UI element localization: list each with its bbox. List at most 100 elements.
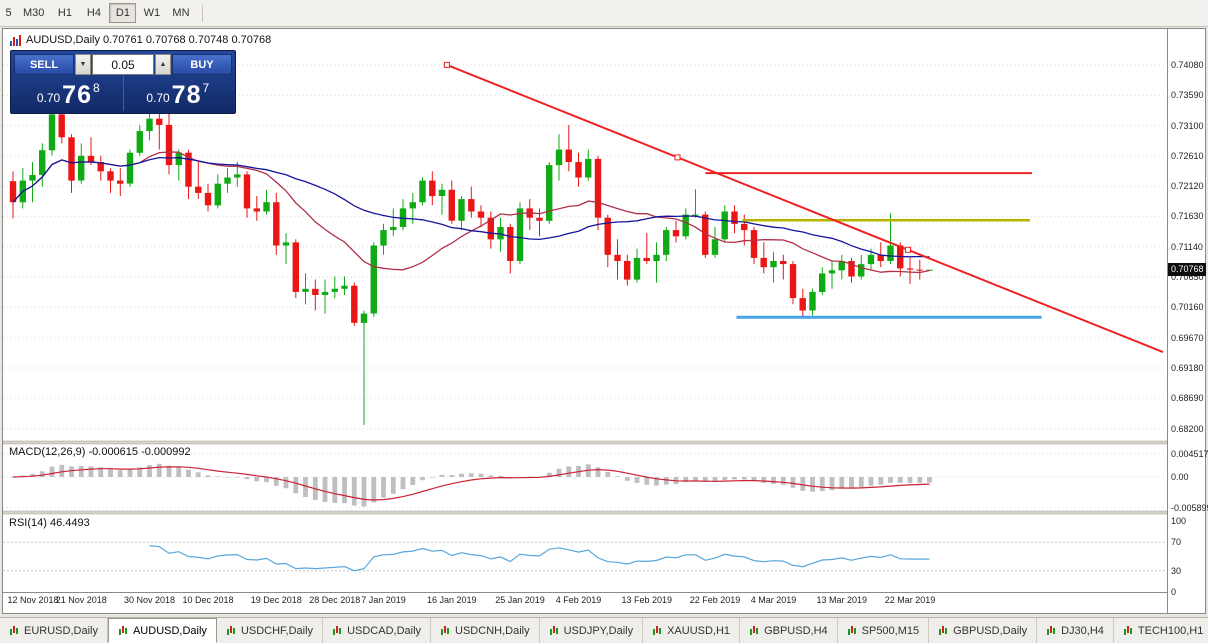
macd-title: MACD(12,26,9) bbox=[9, 446, 86, 458]
candle-body bbox=[497, 227, 504, 240]
timeframe-button-H1[interactable]: H1 bbox=[51, 3, 78, 23]
sell-price-pips: 76 bbox=[62, 81, 92, 109]
timeframe-button-H4[interactable]: H4 bbox=[80, 3, 107, 23]
macd-histogram-bar bbox=[117, 470, 123, 477]
macd-scale-label: -0.005899 bbox=[1171, 502, 1208, 513]
macd-histogram-bar bbox=[176, 466, 182, 477]
macd-histogram-bar bbox=[819, 477, 825, 492]
candle-body bbox=[546, 165, 553, 221]
date-axis-label: 13 Mar 2019 bbox=[816, 595, 868, 605]
volume-input[interactable] bbox=[92, 54, 154, 75]
macd-histogram-bar bbox=[420, 477, 425, 481]
candlestick-icon bbox=[749, 625, 759, 636]
timeframe-button-MN[interactable]: MN bbox=[167, 3, 194, 23]
macd-histogram-bar bbox=[351, 477, 357, 506]
macd-histogram-bar bbox=[439, 474, 445, 477]
chart-tab-usdcnh-daily[interactable]: USDCNH,Daily bbox=[431, 618, 540, 643]
date-axis-label: 22 Mar 2019 bbox=[884, 595, 936, 605]
volume-decrease-button[interactable]: ▼ bbox=[75, 54, 91, 75]
candle-body bbox=[516, 208, 524, 261]
macd-histogram-bar bbox=[663, 477, 669, 485]
candle-body bbox=[692, 214, 699, 216]
timeframe-button-D1[interactable]: D1 bbox=[109, 3, 137, 23]
macd-histogram-bar bbox=[888, 477, 893, 483]
buy-price: 0.70 78 7 bbox=[124, 75, 233, 111]
chart-title: AUDUSD,Daily 0.70761 0.70768 0.70748 0.7… bbox=[10, 34, 271, 46]
chart-tab-usdchf-daily[interactable]: USDCHF,Daily bbox=[217, 618, 324, 643]
toolbar-separator bbox=[201, 4, 203, 22]
candle-body bbox=[87, 155, 95, 162]
candle-body bbox=[321, 291, 329, 295]
macd-histogram-bar bbox=[644, 477, 650, 485]
candle-body bbox=[292, 242, 299, 292]
candle-body bbox=[253, 208, 260, 212]
macd-histogram-bar bbox=[390, 477, 396, 494]
price-scale-label: 0.71140 bbox=[1171, 241, 1203, 252]
timeframe-button-5[interactable]: 5 bbox=[1, 3, 16, 23]
candle-body bbox=[214, 183, 221, 206]
panel-splitter[interactable] bbox=[3, 440, 1167, 445]
macd-histogram-bar bbox=[156, 463, 162, 477]
candle-body bbox=[575, 162, 582, 178]
chart-tab-gbpusd-h4[interactable]: GBPUSD,H4 bbox=[740, 618, 838, 643]
volume-increase-button[interactable]: ▲ bbox=[155, 54, 171, 75]
macd-histogram-bar bbox=[69, 466, 74, 477]
candle-body bbox=[263, 202, 270, 212]
rsi-scale-label: 30 bbox=[1171, 565, 1182, 576]
trendline-anchor[interactable] bbox=[443, 61, 450, 68]
candle-body bbox=[9, 181, 17, 203]
macd-histogram-bar bbox=[722, 477, 728, 481]
candle-body bbox=[741, 223, 748, 231]
descending-trendline[interactable] bbox=[446, 63, 1164, 354]
macd-histogram-bar bbox=[381, 477, 386, 498]
chart-tab-usdjpy-daily[interactable]: USDJPY,Daily bbox=[540, 618, 644, 643]
sell-button[interactable]: SELL bbox=[14, 54, 74, 75]
price-chart[interactable] bbox=[3, 29, 1167, 613]
tab-label: XAUUSD,H1 bbox=[667, 624, 731, 637]
candle-body bbox=[653, 254, 660, 261]
chart-tab-audusd-daily[interactable]: AUDUSD,Daily bbox=[107, 618, 217, 643]
candle-body bbox=[302, 288, 309, 292]
tab-label: USDCHF,Daily bbox=[240, 624, 314, 637]
date-axis-label: 25 Jan 2019 bbox=[495, 595, 545, 605]
sell-price-base: 0.70 bbox=[36, 91, 61, 105]
timeframe-button-W1[interactable]: W1 bbox=[138, 3, 165, 23]
macd-histogram-bar bbox=[30, 474, 35, 477]
price-scale[interactable]: 0.74080 0.73590 0.73100 0.72610 0.72120 0.716… bbox=[1167, 29, 1208, 613]
candle-body bbox=[360, 313, 368, 323]
sell-price: 0.70 76 8 bbox=[14, 75, 124, 111]
macd-histogram-bar bbox=[478, 473, 484, 477]
macd-histogram-bar bbox=[751, 477, 757, 481]
chart-tab-xauusd-h1[interactable]: XAUUSD,H1 bbox=[643, 618, 741, 643]
candle-body bbox=[487, 217, 494, 240]
chart-tab-gbpusd-daily[interactable]: GBPUSD,Daily bbox=[929, 618, 1038, 643]
timeframe-button-M30[interactable]: M30 bbox=[18, 3, 49, 23]
ma-slow-line[interactable] bbox=[12, 156, 930, 258]
chart-tab-eurusd-daily[interactable]: EURUSD,Daily bbox=[0, 618, 108, 643]
buy-price-base: 0.70 bbox=[146, 91, 170, 105]
buy-price-pips: 78 bbox=[171, 81, 202, 109]
panel-splitter[interactable] bbox=[3, 510, 1167, 515]
candle-body bbox=[409, 202, 416, 209]
date-axis-label: 16 Jan 2019 bbox=[426, 595, 477, 605]
trendline-anchor[interactable] bbox=[905, 246, 911, 253]
chart-tab-tech100-h1[interactable]: TECH100,H1 bbox=[1114, 618, 1208, 643]
candle-body bbox=[507, 227, 514, 261]
tab-label: USDJPY,Daily bbox=[563, 624, 634, 637]
chart-window: 0.74080 0.73590 0.73100 0.72610 0.72120 0.716… bbox=[2, 28, 1208, 614]
candle-body bbox=[97, 162, 104, 172]
date-axis-label: 28 Dec 2018 bbox=[309, 595, 361, 605]
macd-histogram-bar bbox=[244, 477, 250, 480]
sell-price-point: 8 bbox=[92, 81, 100, 95]
chart-tab-usdcad-daily[interactable]: USDCAD,Daily bbox=[323, 618, 432, 643]
chart-tab-sp500-m15[interactable]: SP500,M15 bbox=[838, 618, 930, 643]
trendline-anchor[interactable] bbox=[674, 154, 681, 161]
buy-button[interactable]: BUY bbox=[172, 54, 232, 75]
macd-histogram-bar bbox=[400, 477, 406, 490]
candle-body bbox=[867, 254, 875, 265]
macd-histogram-bar bbox=[566, 466, 572, 477]
macd-histogram-bar bbox=[556, 468, 562, 477]
chart-tab-dj30-h4[interactable]: DJ30,H4 bbox=[1037, 618, 1114, 643]
candle-body bbox=[29, 175, 36, 181]
macd-histogram-bar bbox=[429, 477, 435, 478]
